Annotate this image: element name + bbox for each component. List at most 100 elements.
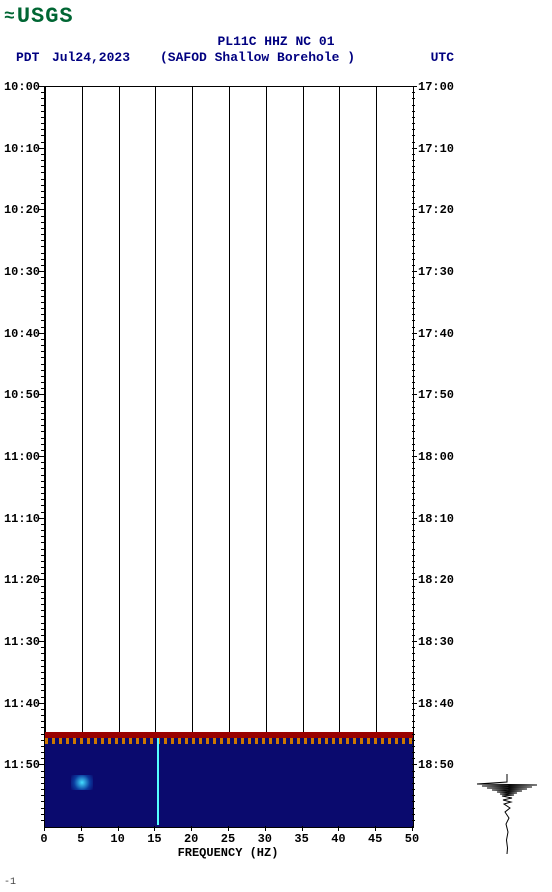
y-minor-tick [412, 789, 415, 790]
y-minor-tick [412, 666, 415, 667]
x-tick [338, 826, 339, 831]
y-minor-tick [412, 493, 415, 494]
y-minor-tick [41, 431, 44, 432]
y-minor-tick [41, 160, 44, 161]
y-minor-tick [412, 814, 415, 815]
date-label: Jul24,2023 [52, 50, 130, 65]
y-minor-tick [41, 715, 44, 716]
y-minor-tick [41, 758, 44, 759]
y-minor-tick [41, 814, 44, 815]
station-label: (SAFOD Shallow Borehole ) [160, 50, 355, 65]
y-tick-right-label: 18:20 [418, 573, 468, 587]
spectrogram-data [45, 738, 413, 827]
y-minor-tick [412, 771, 415, 772]
y-minor-tick [412, 240, 415, 241]
usgs-logo: ≈ USGS [4, 4, 74, 29]
y-minor-tick [412, 660, 415, 661]
spectral-feature [71, 775, 93, 790]
y-minor-tick [41, 444, 44, 445]
y-minor-tick [41, 135, 44, 136]
y-minor-tick [41, 228, 44, 229]
waveform-trace [472, 774, 542, 854]
y-minor-tick [412, 524, 415, 525]
y-minor-tick [41, 179, 44, 180]
x-tick [154, 826, 155, 831]
y-minor-tick [41, 290, 44, 291]
y-minor-tick [412, 536, 415, 537]
y-minor-tick [412, 709, 415, 710]
y-tick-right-label: 17:30 [418, 265, 468, 279]
y-minor-tick [41, 629, 44, 630]
y-minor-tick [41, 468, 44, 469]
y-minor-tick [41, 339, 44, 340]
y-minor-tick [41, 105, 44, 106]
y-minor-tick [41, 234, 44, 235]
y-tick-left-label: 11:20 [0, 573, 40, 587]
y-minor-tick [41, 616, 44, 617]
y-minor-tick [41, 166, 44, 167]
y-minor-tick [412, 191, 415, 192]
y-minor-tick [41, 635, 44, 636]
y-tick-right [412, 456, 417, 457]
y-minor-tick [412, 635, 415, 636]
y-minor-tick [41, 413, 44, 414]
y-tick-right [412, 703, 417, 704]
y-minor-tick [41, 345, 44, 346]
y-minor-tick [41, 734, 44, 735]
y-minor-tick [41, 123, 44, 124]
x-tick-label: 0 [34, 832, 54, 846]
y-minor-tick [41, 388, 44, 389]
y-minor-tick [412, 530, 415, 531]
y-tick-left [39, 456, 44, 457]
y-minor-tick [41, 499, 44, 500]
y-tick-left-label: 10:00 [0, 80, 40, 94]
y-minor-tick [41, 678, 44, 679]
y-tick-left [39, 764, 44, 765]
y-minor-tick [41, 401, 44, 402]
y-minor-tick [412, 561, 415, 562]
y-minor-tick [412, 246, 415, 247]
y-minor-tick [412, 413, 415, 414]
y-minor-tick [412, 339, 415, 340]
y-minor-tick [412, 499, 415, 500]
y-minor-tick [412, 592, 415, 593]
y-minor-tick [41, 302, 44, 303]
y-minor-tick [412, 320, 415, 321]
y-minor-tick [412, 444, 415, 445]
y-tick-right-label: 17:50 [418, 388, 468, 402]
y-minor-tick [41, 475, 44, 476]
y-minor-tick [41, 512, 44, 513]
x-tick [191, 826, 192, 831]
y-minor-tick [41, 623, 44, 624]
y-minor-tick [412, 623, 415, 624]
x-tick [375, 826, 376, 831]
y-minor-tick [41, 684, 44, 685]
y-minor-tick [412, 277, 415, 278]
y-minor-tick [41, 216, 44, 217]
y-minor-tick [41, 783, 44, 784]
y-minor-tick [41, 487, 44, 488]
y-minor-tick [41, 308, 44, 309]
y-minor-tick [41, 721, 44, 722]
y-minor-tick [41, 592, 44, 593]
gridline [229, 87, 230, 827]
x-tick [265, 826, 266, 831]
y-minor-tick [412, 505, 415, 506]
y-minor-tick [41, 740, 44, 741]
y-minor-tick [412, 135, 415, 136]
y-minor-tick [412, 172, 415, 173]
y-tick-left [39, 641, 44, 642]
y-tick-right-label: 17:10 [418, 142, 468, 156]
y-minor-tick [412, 721, 415, 722]
y-minor-tick [412, 357, 415, 358]
y-minor-tick [412, 388, 415, 389]
y-minor-tick [412, 407, 415, 408]
y-minor-tick [412, 740, 415, 741]
spectrogram-plot [44, 86, 414, 828]
y-minor-tick [412, 468, 415, 469]
y-minor-tick [41, 142, 44, 143]
orange-tick-band [45, 738, 413, 744]
y-minor-tick [412, 117, 415, 118]
footer-mark: -1 [4, 877, 16, 888]
y-minor-tick [412, 302, 415, 303]
